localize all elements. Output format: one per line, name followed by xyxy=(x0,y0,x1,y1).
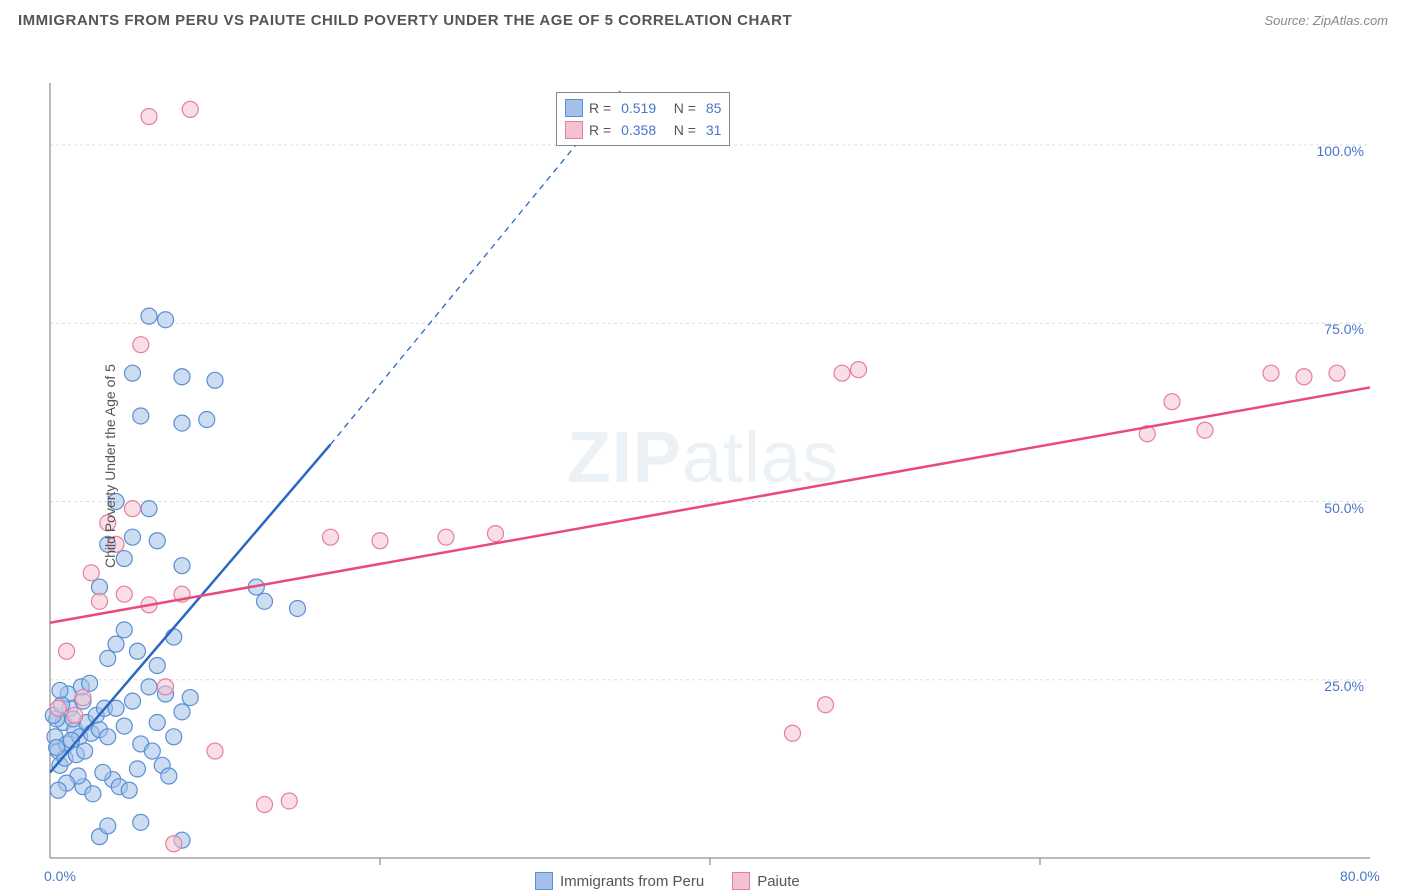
series-name: Immigrants from Peru xyxy=(560,873,704,890)
swatch-icon xyxy=(535,872,553,890)
y-tick-label: 100.0% xyxy=(1317,143,1364,159)
legend-stat-row: R = 0.519 N = 85 xyxy=(565,97,721,119)
legend-series-item: Paiute xyxy=(732,872,800,890)
header: IMMIGRANTS FROM PERU VS PAIUTE CHILD POV… xyxy=(0,0,1406,40)
stat-n-label: N = xyxy=(662,119,700,141)
stat-n-value: 31 xyxy=(706,119,722,141)
legend-stat-row: R = 0.358 N = 31 xyxy=(565,119,721,141)
series-name: Paiute xyxy=(757,873,800,890)
x-tick-label: 0.0% xyxy=(44,868,76,884)
chart-title: IMMIGRANTS FROM PERU VS PAIUTE CHILD POV… xyxy=(18,12,792,29)
y-axis-label: Child Poverty Under the Age of 5 xyxy=(102,364,118,568)
legend-stats: R = 0.519 N = 85R = 0.358 N = 31 xyxy=(556,92,730,146)
stat-n-label: N = xyxy=(662,97,700,119)
y-tick-label: 75.0% xyxy=(1324,321,1364,337)
y-tick-label: 25.0% xyxy=(1324,678,1364,694)
y-tick-label: 50.0% xyxy=(1324,500,1364,516)
source-label: Source: ZipAtlas.com xyxy=(1264,13,1388,28)
stat-r-value: 0.358 xyxy=(621,119,656,141)
scatter-chart xyxy=(0,40,1406,892)
stat-r-label: R = xyxy=(589,119,615,141)
stat-r-value: 0.519 xyxy=(621,97,656,119)
legend-series: Immigrants from Peru Paiute xyxy=(535,872,800,890)
swatch-icon xyxy=(565,99,583,117)
x-tick-label: 80.0% xyxy=(1340,868,1380,884)
chart-area: Child Poverty Under the Age of 5 ZIPatla… xyxy=(0,40,1406,892)
stat-n-value: 85 xyxy=(706,97,722,119)
swatch-icon xyxy=(732,872,750,890)
legend-series-item: Immigrants from Peru xyxy=(535,872,704,890)
swatch-icon xyxy=(565,121,583,139)
stat-r-label: R = xyxy=(589,97,615,119)
